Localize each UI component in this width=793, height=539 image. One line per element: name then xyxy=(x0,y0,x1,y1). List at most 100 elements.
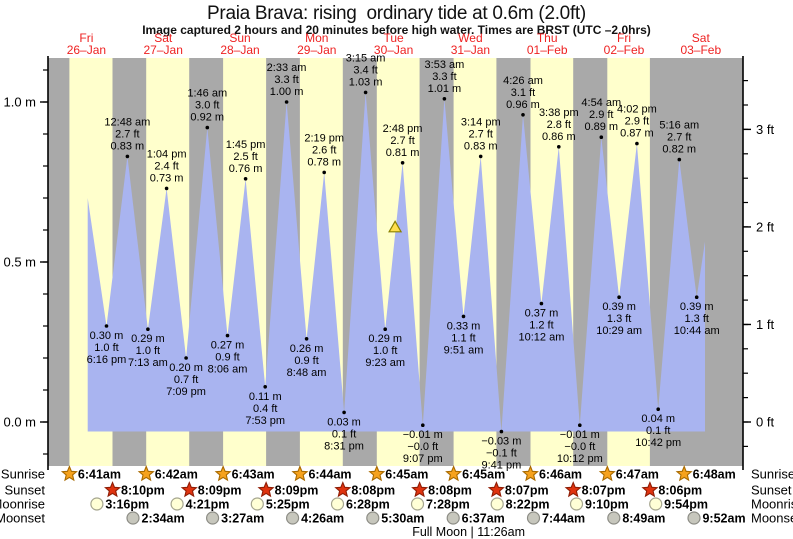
tide-high-label: 1.00 m xyxy=(270,86,304,98)
tide-high-label: 2.7 ft xyxy=(667,132,691,144)
day-label-weekday: Mon xyxy=(305,31,328,45)
left-axis-tick-label: 0.5 m xyxy=(3,255,36,270)
tide-high-label: 3:14 pm xyxy=(461,116,501,128)
sunset-time: 8:07pm xyxy=(582,484,626,498)
tide-high-label: 0.92 m xyxy=(190,112,224,124)
left-axis-tick-label: 1.0 m xyxy=(3,95,36,110)
moonrise-icon xyxy=(649,497,663,511)
row-label-moonrise-left: Moonrise xyxy=(0,497,45,512)
day-label-date: 01–Feb xyxy=(527,43,568,57)
tide-low-label: −0.0 ft xyxy=(564,441,595,453)
tide-extreme-dot xyxy=(539,301,544,306)
tide-high-label: 4:02 pm xyxy=(617,104,657,116)
sunrise-time: 6:47am xyxy=(616,468,659,482)
chart-title: Praia Brava: rising ordinary tide at 0.6… xyxy=(207,3,586,24)
tide-low-label: 7:09 pm xyxy=(166,386,206,398)
row-label-sunset-left: Sunset xyxy=(5,483,46,498)
sunrise-icon xyxy=(675,465,693,482)
tide-low-label: 9:41 pm xyxy=(482,460,522,472)
tide-extreme-dot xyxy=(184,356,188,360)
moonrise-icon xyxy=(170,497,184,511)
sunset-icon xyxy=(411,481,429,498)
day-label-weekday: Sun xyxy=(229,31,250,45)
tide-extreme-dot xyxy=(521,113,525,117)
tide-low-label: 6:16 pm xyxy=(87,354,127,366)
day-label-date: 02–Feb xyxy=(604,43,645,57)
tide-high-label: 4:54 am xyxy=(581,97,621,109)
tide-low-label: 0.9 ft xyxy=(294,355,318,367)
day-label-weekday: Tue xyxy=(383,31,404,45)
row-label-moonrise-right: Moonrise xyxy=(751,497,793,512)
tide-low-label: 0.20 m xyxy=(169,362,203,374)
tide-extreme-dot xyxy=(578,423,582,428)
tide-extreme-dot xyxy=(205,125,210,130)
tide-extreme-dot xyxy=(284,100,289,104)
tide-low-label: 0.04 m xyxy=(641,413,675,425)
day-label-weekday: Thu xyxy=(537,31,558,45)
tide-low-label: 0.39 m xyxy=(602,301,636,313)
tide-high-label: 0.83 m xyxy=(464,140,498,152)
tide-high-label: 2.7 ft xyxy=(390,135,414,147)
moonrise-time: 4:21pm xyxy=(186,498,230,512)
tide-high-label: 0.76 m xyxy=(229,163,263,175)
moonrise-icon xyxy=(569,497,584,511)
tide-high-label: 2.7 ft xyxy=(115,128,139,140)
tide-high-label: 5:16 am xyxy=(659,120,699,132)
tide-low-label: 0.1 ft xyxy=(646,425,670,437)
moonrise-time: 3:16pm xyxy=(105,498,149,512)
sunset-icon xyxy=(487,481,505,498)
day-label-weekday: Fri xyxy=(79,31,93,45)
tide-high-label: 0.82 m xyxy=(662,144,696,156)
tide-extreme-dot xyxy=(557,145,561,149)
tide-high-label: 2:48 pm xyxy=(383,123,423,135)
row-label-sunset-right: Sunset xyxy=(751,483,792,498)
tide-low-label: 0.33 m xyxy=(447,320,481,332)
moonset-icon xyxy=(446,511,460,525)
sunset-time: 8:09pm xyxy=(275,484,319,498)
tide-high-label: 0.78 m xyxy=(307,156,341,168)
tide-high-label: 1:04 pm xyxy=(147,148,187,160)
tide-high-label: 2.9 ft xyxy=(589,109,613,121)
tide-low-label: −0.01 m xyxy=(403,429,443,441)
row-label-sunrise-left: Sunrise xyxy=(1,467,45,482)
tide-extreme-dot xyxy=(442,97,447,101)
tide-low-label: 8:06 am xyxy=(208,364,248,376)
tide-extreme-dot xyxy=(617,295,621,300)
sunset-time: 8:09pm xyxy=(198,484,242,498)
tide-high-label: 1.03 m xyxy=(349,76,383,88)
sunrise-time: 6:45am xyxy=(462,468,505,482)
sunset-time: 8:08pm xyxy=(428,484,472,498)
day-label-date: 27–Jan xyxy=(144,43,183,57)
tide-extreme-dot xyxy=(164,186,169,191)
tide-low-label: 1.0 ft xyxy=(136,345,160,357)
tide-low-label: 10:12 am xyxy=(519,332,565,344)
moonset-icon xyxy=(526,511,541,525)
tide-low-label: 10:44 am xyxy=(674,325,720,337)
tide-low-label: 10:29 am xyxy=(596,325,642,337)
moonset-time: 5:30am xyxy=(381,512,424,526)
day-label-weekday: Fri xyxy=(617,31,631,45)
tide-high-label: 3.4 ft xyxy=(353,64,377,76)
tide-low-label: 1.0 ft xyxy=(94,342,118,354)
sunrise-time: 6:42am xyxy=(155,468,198,482)
tide-extreme-dot xyxy=(421,423,425,428)
tide-high-label: 4:26 am xyxy=(503,75,543,87)
moonset-icon xyxy=(607,511,621,525)
sunset-icon xyxy=(180,481,198,498)
tide-extreme-dot xyxy=(125,154,130,159)
chart-subtitle: Image captured 2 hours and 20 minutes be… xyxy=(142,23,651,37)
moonrise-icon xyxy=(410,497,425,511)
tide-low-label: 0.7 ft xyxy=(174,374,198,386)
moonset-time: 3:27am xyxy=(221,512,264,526)
moonrise-icon xyxy=(90,497,104,511)
tide-low-label: 0.4 ft xyxy=(253,403,277,415)
day-label-date: 28–Jan xyxy=(220,43,259,57)
sunrise-time: 6:44am xyxy=(308,468,351,482)
tide-extreme-dot xyxy=(635,141,639,146)
tide-extreme-dot xyxy=(243,177,248,181)
tide-low-label: 0.26 m xyxy=(290,343,324,355)
sunrise-icon xyxy=(368,465,386,482)
moonset-icon xyxy=(126,511,140,525)
right-axis-tick-label: 3 ft xyxy=(756,122,774,137)
